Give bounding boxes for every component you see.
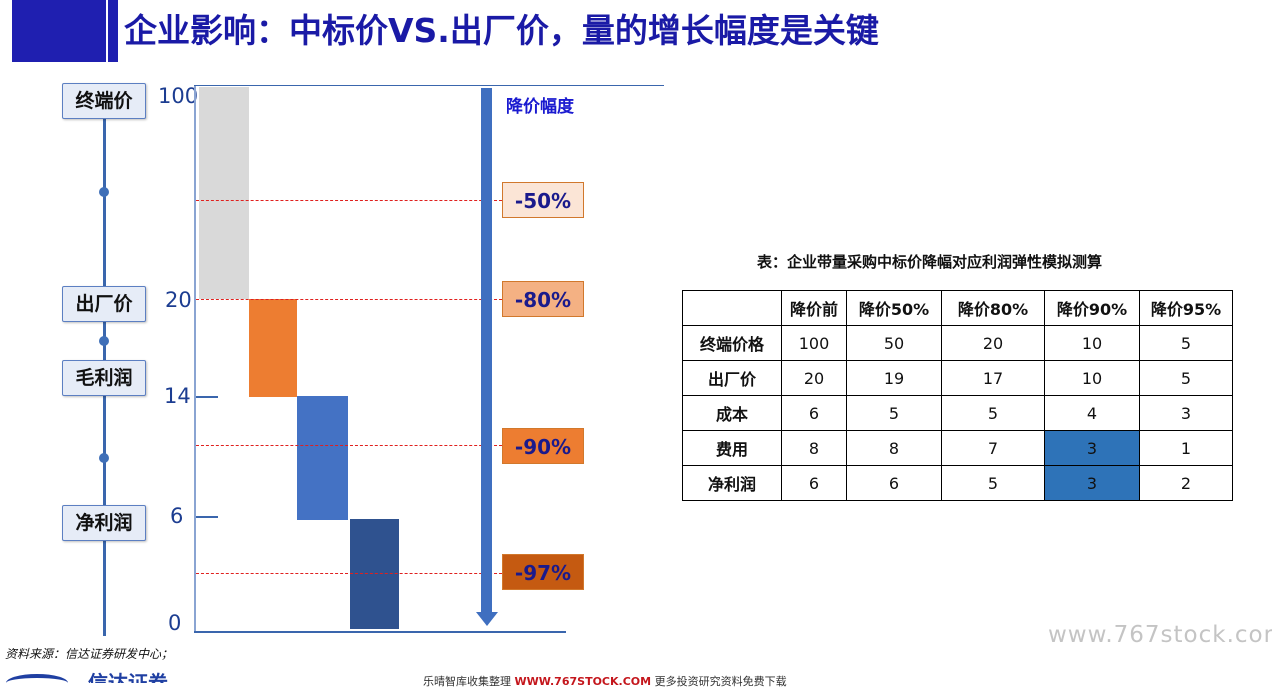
table-cell: 6 [846, 465, 942, 501]
table-cell: 10 [1044, 360, 1140, 396]
table-header-cell [682, 290, 782, 326]
row-label: 净利润 [682, 465, 782, 501]
level-label-net-profit: 净利润 [62, 505, 146, 541]
row-label: 终端价格 [682, 325, 782, 361]
table-cell: 7 [941, 430, 1045, 466]
bar-terminal-price [199, 87, 249, 299]
tick-label-14: 14 [164, 384, 191, 408]
table-cell: 100 [781, 325, 847, 361]
tick-mark-6 [196, 516, 218, 518]
table-cell: 8 [781, 430, 847, 466]
footer-banner: 乐晴智库收集整理 WWW.767STOCK.COM 更多投资研究资料免费下载 [423, 673, 787, 689]
top-axis-line [194, 85, 664, 86]
table-cell: 6 [781, 395, 847, 431]
table-header-cell: 降价90% [1044, 290, 1140, 326]
row-label: 出厂价 [682, 360, 782, 396]
bar-factory-price [249, 299, 297, 397]
level-label-terminal: 终端价 [62, 83, 146, 119]
threshold-line-90 [196, 445, 502, 446]
level-label-factory: 出厂价 [62, 286, 146, 322]
table-cell: 8 [846, 430, 942, 466]
bar-gross-profit [297, 396, 348, 520]
table-cell: 2 [1139, 465, 1233, 501]
price-drop-arrow-shaft [481, 88, 492, 614]
table-cell: 5 [1139, 325, 1233, 361]
table-cell: 19 [846, 360, 942, 396]
drop-box-90: -90% [502, 428, 584, 464]
timeline-dot [99, 187, 109, 197]
table-row: 终端价格 100 50 20 10 5 [682, 325, 1233, 361]
threshold-line-80 [196, 299, 502, 300]
tick-label-6: 6 [170, 504, 184, 528]
table-header-cell: 降价50% [846, 290, 942, 326]
table-cell: 5 [1139, 360, 1233, 396]
x-axis-line [194, 631, 566, 633]
table-cell-highlighted: 3 [1044, 430, 1140, 466]
bar-net-profit [350, 519, 399, 629]
table-row: 出厂价 20 19 17 10 5 [682, 360, 1233, 396]
table-cell-highlighted: 3 [1044, 465, 1140, 501]
footer-prefix: 乐晴智库收集整理 [423, 675, 511, 688]
table-cell: 17 [941, 360, 1045, 396]
table-cell: 4 [1044, 395, 1140, 431]
timeline-dot [99, 336, 109, 346]
price-drop-label: 降价幅度 [506, 97, 574, 117]
table-row: 净利润 6 6 5 3 2 [682, 465, 1233, 501]
footer-site-link[interactable]: WWW.767STOCK.COM [514, 675, 652, 688]
table-cell: 50 [846, 325, 942, 361]
threshold-line-97 [196, 573, 502, 574]
table-cell: 5 [941, 395, 1045, 431]
company-logo-icon [6, 674, 68, 692]
row-label: 成本 [682, 395, 782, 431]
table-header-cell: 降价前 [781, 290, 847, 326]
timeline-dot [99, 453, 109, 463]
threshold-line-50 [196, 200, 502, 201]
table-header-cell: 降价80% [941, 290, 1045, 326]
table-cell: 1 [1139, 430, 1233, 466]
simulation-table: 降价前 降价50% 降价80% 降价90% 降价95% 终端价格 100 50 … [682, 290, 1233, 501]
tick-label-20: 20 [165, 288, 192, 312]
table-cell: 5 [846, 395, 942, 431]
down-arrow-icon [476, 612, 498, 626]
tick-label-100: 100 [158, 84, 199, 108]
title-accent-stripe [108, 0, 118, 62]
drop-box-97: -97% [502, 554, 584, 590]
footer-suffix: 更多投资研究资料免费下载 [654, 675, 787, 688]
source-note: 资料来源：信达证券研发中心； [5, 647, 174, 661]
title-accent-bar [12, 0, 106, 62]
table-cell: 5 [941, 465, 1045, 501]
tick-mark-14 [196, 396, 218, 398]
table-cell: 20 [781, 360, 847, 396]
y-axis-line [194, 86, 196, 632]
row-label: 费用 [682, 430, 782, 466]
table-header-row: 降价前 降价50% 降价80% 降价90% 降价95% [682, 290, 1233, 326]
table-caption: 表：企业带量采购中标价降幅对应利润弹性模拟测算 [757, 253, 1103, 271]
table-row: 费用 8 8 7 3 1 [682, 430, 1233, 466]
level-label-gross-profit: 毛利润 [62, 360, 146, 396]
table-cell: 6 [781, 465, 847, 501]
tick-label-0: 0 [168, 611, 182, 635]
table-cell: 3 [1139, 395, 1233, 431]
drop-box-50: -50% [502, 182, 584, 218]
watermark: www.767stock.com [1048, 622, 1272, 648]
table-cell: 20 [941, 325, 1045, 361]
company-logo-text: 信达证券 [88, 672, 168, 683]
page-title: 企业影响：中标价VS.出厂价，量的增长幅度是关键 [124, 11, 879, 50]
drop-box-80: -80% [502, 281, 584, 317]
table-cell: 10 [1044, 325, 1140, 361]
table-row: 成本 6 5 5 4 3 [682, 395, 1233, 431]
table-header-cell: 降价95% [1139, 290, 1233, 326]
